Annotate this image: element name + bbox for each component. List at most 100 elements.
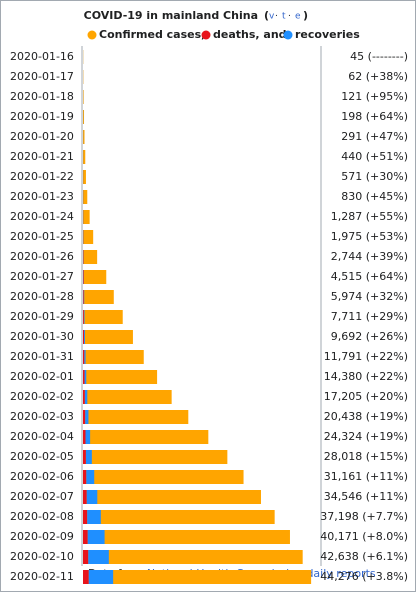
value-label: 11,791 (+22%) [324, 350, 408, 363]
bar [83, 270, 107, 284]
category-label: 2020-01-16 [10, 50, 74, 63]
category-label: 2020-01-29 [10, 310, 74, 323]
category-label: 2020-02-01 [10, 370, 74, 383]
bar [83, 110, 85, 124]
category-label: 2020-01-25 [10, 230, 74, 243]
value-label: 62 (+38%) [348, 70, 408, 83]
category-label: 2020-02-10 [10, 550, 74, 563]
bar [83, 210, 90, 224]
category-label: 2020-02-06 [10, 470, 74, 483]
value-label: 45 (--------) [350, 50, 408, 63]
value-label: 17,205 (+20%) [324, 390, 408, 403]
value-label: 9,692 (+26%) [331, 330, 408, 343]
bar-segment [83, 430, 86, 444]
category-label: 2020-01-31 [10, 350, 74, 363]
bar-segment [87, 510, 101, 524]
bar-segment [88, 550, 109, 564]
bar-segment [83, 350, 85, 364]
bar [83, 170, 86, 184]
bar-segment [83, 270, 84, 284]
bar-segment [83, 490, 87, 504]
value-label: 7,711 (+29%) [331, 310, 408, 323]
bar [83, 410, 189, 424]
bar [83, 430, 209, 444]
value-label: 42,638 (+6.1%) [320, 550, 408, 563]
bar-segment [84, 350, 86, 364]
category-label: 2020-01-17 [10, 70, 74, 83]
category-label: 2020-02-07 [10, 490, 74, 503]
bar [83, 450, 228, 464]
bar-segment [83, 470, 87, 484]
category-label: 2020-01-20 [10, 130, 74, 143]
title-paren: ( [264, 9, 269, 22]
value-label: 20,438 (+19%) [324, 410, 408, 423]
value-label: 571 (+30%) [341, 170, 408, 183]
bar-segment [83, 530, 88, 544]
value-label: 1,287 (+55%) [331, 210, 408, 223]
bar-segment [87, 530, 105, 544]
value-label: 121 (+95%) [341, 90, 408, 103]
bar [83, 250, 98, 264]
value-label: 14,380 (+22%) [324, 370, 408, 383]
bar-segment [83, 510, 88, 524]
legend-swatch [283, 30, 293, 40]
bar-segment [83, 290, 84, 304]
value-label: 44,276 (+3.8%) [320, 570, 408, 583]
value-label: 31,161 (+11%) [324, 470, 408, 483]
category-label: 2020-01-26 [10, 250, 74, 263]
bar-segment [84, 330, 85, 344]
value-label: 198 (+64%) [341, 110, 408, 123]
bar-segment [85, 410, 89, 424]
category-label: 2020-02-08 [10, 510, 74, 523]
legend-swatch [87, 30, 97, 40]
bar-segment [83, 570, 89, 584]
category-label: 2020-01-23 [10, 190, 74, 203]
value-label: 4,515 (+64%) [331, 270, 408, 283]
category-label: 2020-01-28 [10, 290, 74, 303]
value-label: 28,018 (+15%) [324, 450, 408, 463]
category-label: 2020-01-21 [10, 150, 74, 163]
value-label: 5,974 (+32%) [331, 290, 408, 303]
bar [83, 370, 158, 384]
bar-segment [84, 370, 87, 384]
bar [83, 470, 244, 484]
bar-segment [83, 370, 85, 384]
value-label: 2,744 (+39%) [331, 250, 408, 263]
title-links: (v · t · e) [264, 9, 308, 22]
reports-link[interactable]: daily reports [306, 567, 375, 580]
legend-swatch [201, 30, 211, 40]
bar [83, 570, 312, 584]
bar-segment [83, 310, 84, 324]
bar [83, 290, 114, 304]
chart-title: COVID-19 in mainland China [84, 9, 258, 22]
value-label: 40,171 (+8.0%) [320, 530, 408, 543]
value-label: 34,546 (+11%) [324, 490, 408, 503]
category-label: 2020-01-30 [10, 330, 74, 343]
bar [83, 350, 144, 364]
bar-segment [83, 310, 85, 324]
title-link[interactable]: e [295, 12, 301, 22]
bar [83, 490, 261, 504]
category-label: 2020-01-22 [10, 170, 74, 183]
bar [83, 190, 88, 204]
legend-label: deaths, and [213, 28, 287, 41]
legend: Confirmed cases, deaths, and recoveries [87, 28, 360, 41]
legend-label: Confirmed cases, [99, 28, 205, 41]
title-link[interactable]: t [282, 12, 286, 22]
bar [83, 90, 84, 104]
value-label: 830 (+45%) [341, 190, 408, 203]
bar [83, 130, 85, 144]
bar-segment [83, 330, 85, 344]
title-link[interactable]: v [269, 12, 275, 22]
title-paren: ) [303, 9, 308, 22]
category-label: 2020-02-04 [10, 430, 74, 443]
bar-segment [84, 390, 88, 404]
bar-segment [83, 390, 85, 404]
bar-segment [83, 550, 89, 564]
value-label: 440 (+51%) [341, 150, 408, 163]
legend-label: recoveries [295, 28, 360, 41]
bar-segment [86, 470, 95, 484]
bar-segment [83, 290, 85, 304]
bar [83, 310, 123, 324]
bar-segment [85, 450, 92, 464]
